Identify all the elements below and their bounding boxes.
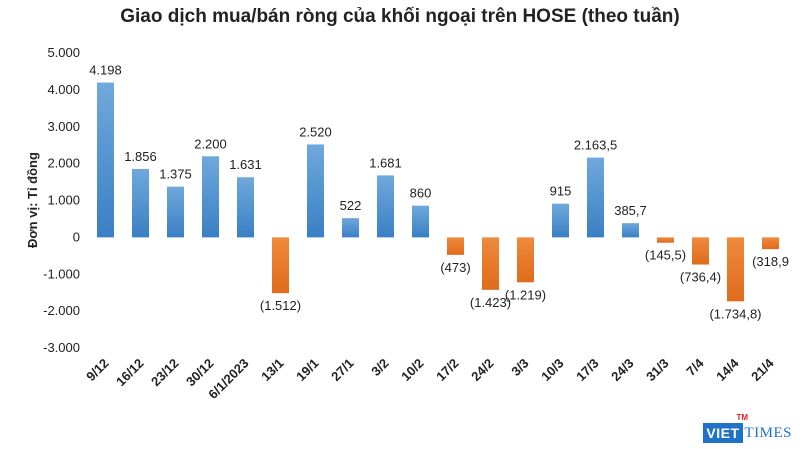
data-label: (473) (440, 260, 470, 275)
x-tick-label: 27/1 (328, 356, 357, 385)
x-tick-label: 24/3 (608, 356, 637, 385)
x-tick-label: 14/4 (713, 355, 742, 384)
bar (587, 157, 604, 238)
vietimes-logo: TM VIET TIMES (703, 413, 792, 443)
bar (412, 205, 429, 238)
data-label: 2.200 (194, 136, 227, 151)
bar (272, 237, 289, 294)
bar (552, 203, 569, 238)
data-label: 915 (550, 184, 572, 199)
data-label: (1.423) (470, 295, 511, 310)
y-axis-title: Đơn vị: Tỉ đồng (25, 152, 40, 248)
bar (692, 237, 709, 265)
bar (167, 186, 184, 238)
x-tick-label: 7/4 (683, 355, 707, 379)
bars (97, 82, 779, 302)
bar (202, 156, 219, 238)
data-label: 2.163,5 (574, 138, 617, 153)
bar (342, 218, 359, 238)
y-tick-label: 5.000 (47, 45, 80, 60)
y-tick-label: 1.000 (47, 193, 80, 208)
data-label: 1.681 (369, 155, 402, 170)
y-tick-label: 2.000 (47, 156, 80, 171)
logo-trademark: TM (736, 413, 748, 422)
x-tick-label: 9/12 (83, 356, 112, 385)
x-tick-label: 10/3 (538, 356, 567, 385)
bar (97, 82, 114, 238)
bar (307, 144, 324, 238)
x-tick-label: 13/1 (258, 356, 287, 385)
x-tick-label: 31/3 (643, 356, 672, 385)
y-tick-labels: 5.000 4.000 3.000 2.000 1.000 0 -1.000 -2.000 -3… (43, 45, 80, 355)
data-label: 1.375 (159, 167, 192, 182)
y-tick-label: 4.000 (47, 82, 80, 97)
bar (132, 168, 149, 238)
data-label: 4.198 (89, 63, 122, 78)
bar (762, 237, 779, 250)
bar (727, 237, 744, 302)
x-tick-label: 10/2 (398, 356, 427, 385)
data-label: 2.520 (299, 124, 332, 139)
data-label: (318,9 (752, 254, 789, 269)
data-label: 1.856 (124, 149, 157, 164)
data-label: (1.512) (260, 298, 301, 313)
x-tick-label: 17/3 (573, 356, 602, 385)
x-tick-label: 23/12 (148, 356, 182, 390)
bar (447, 237, 464, 255)
logo-times: TIMES (744, 424, 792, 441)
data-label: 1.631 (229, 157, 262, 172)
bar (622, 223, 639, 238)
x-tick-label: 3/2 (368, 356, 391, 379)
data-label: 860 (410, 186, 432, 201)
data-label: (145,5) (645, 248, 686, 263)
logo-viet: VIET (703, 423, 743, 443)
data-label: 522 (340, 198, 362, 213)
y-tick-label: 0 (73, 229, 80, 244)
bar (237, 177, 254, 238)
y-tick-label: -3.000 (43, 340, 80, 355)
data-label: (1.734,8) (709, 306, 761, 321)
x-tick-label: 21/4 (748, 355, 777, 384)
y-tick-label: -2.000 (43, 303, 80, 318)
bar (657, 237, 674, 243)
x-tick-label: 3/3 (508, 356, 531, 379)
bar (482, 237, 499, 290)
x-tick-labels: 9/12 16/12 23/12 30/126/1/2023 13/1 19/1 27/1 3… (83, 355, 777, 402)
bar (377, 175, 394, 238)
y-tick-label: -1.000 (43, 266, 80, 281)
chart-title: Giao dịch mua/bán ròng của khối ngoại tr… (120, 6, 680, 27)
x-tick-label: 17/2 (433, 356, 462, 385)
y-tick-label: 3.000 (47, 119, 80, 134)
x-tick-label: 19/1 (293, 356, 322, 385)
x-tick-label: 16/12 (113, 356, 147, 390)
data-label: 385,7 (614, 203, 647, 218)
x-tick-label: 24/2 (468, 356, 497, 385)
bar (517, 237, 534, 283)
data-label: (1.219) (505, 287, 546, 302)
data-label: (736,4) (680, 270, 721, 285)
